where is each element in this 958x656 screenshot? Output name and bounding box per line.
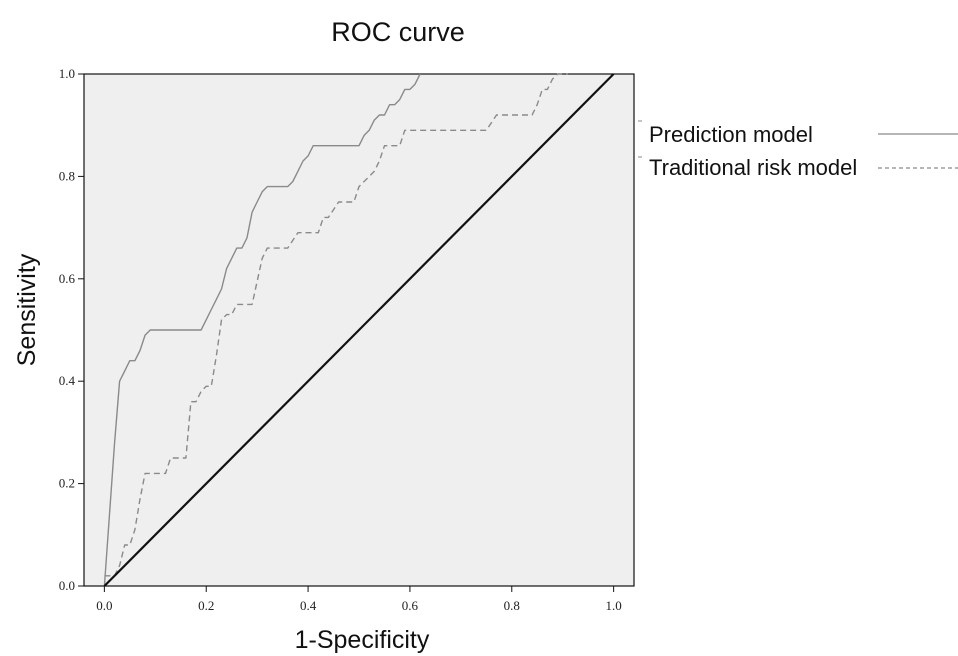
x-tick-label-0: 0.0 (96, 598, 112, 613)
y-tick-label-5: 1.0 (59, 66, 75, 81)
legend-label-traditional-risk-model: Traditional risk model (649, 155, 857, 180)
legend: Prediction model Traditional risk model (638, 120, 958, 180)
y-axis: 0.0 0.2 0.4 0.6 0.8 1.0 (59, 66, 84, 593)
traditional-risk-model-line (104, 73, 568, 577)
y-tick-label-0: 0.0 (59, 578, 75, 593)
legend-label-prediction-model: Prediction model (649, 122, 813, 147)
chart-title: ROC curve (331, 17, 465, 47)
y-tick-label-3: 0.6 (59, 271, 76, 286)
x-tick-label-3: 0.6 (402, 598, 419, 613)
x-tick-label-5: 1.0 (606, 598, 622, 613)
y-tick-label-2: 0.4 (59, 373, 76, 388)
y-tick-label-1: 0.2 (59, 476, 75, 491)
series-layer (103, 73, 615, 587)
y-tick-label-4: 0.8 (59, 168, 75, 183)
x-tick-label-2: 0.4 (300, 598, 317, 613)
x-axis: 0.0 0.2 0.4 0.6 0.8 1.0 (96, 586, 622, 613)
y-axis-title: Sensitivity (13, 253, 41, 366)
x-axis-title: 1-Specificity (295, 626, 430, 654)
x-tick-label-1: 0.2 (198, 598, 214, 613)
prediction-model-line (103, 73, 421, 587)
reference-diagonal-line (103, 73, 615, 587)
x-tick-label-4: 0.8 (504, 598, 520, 613)
